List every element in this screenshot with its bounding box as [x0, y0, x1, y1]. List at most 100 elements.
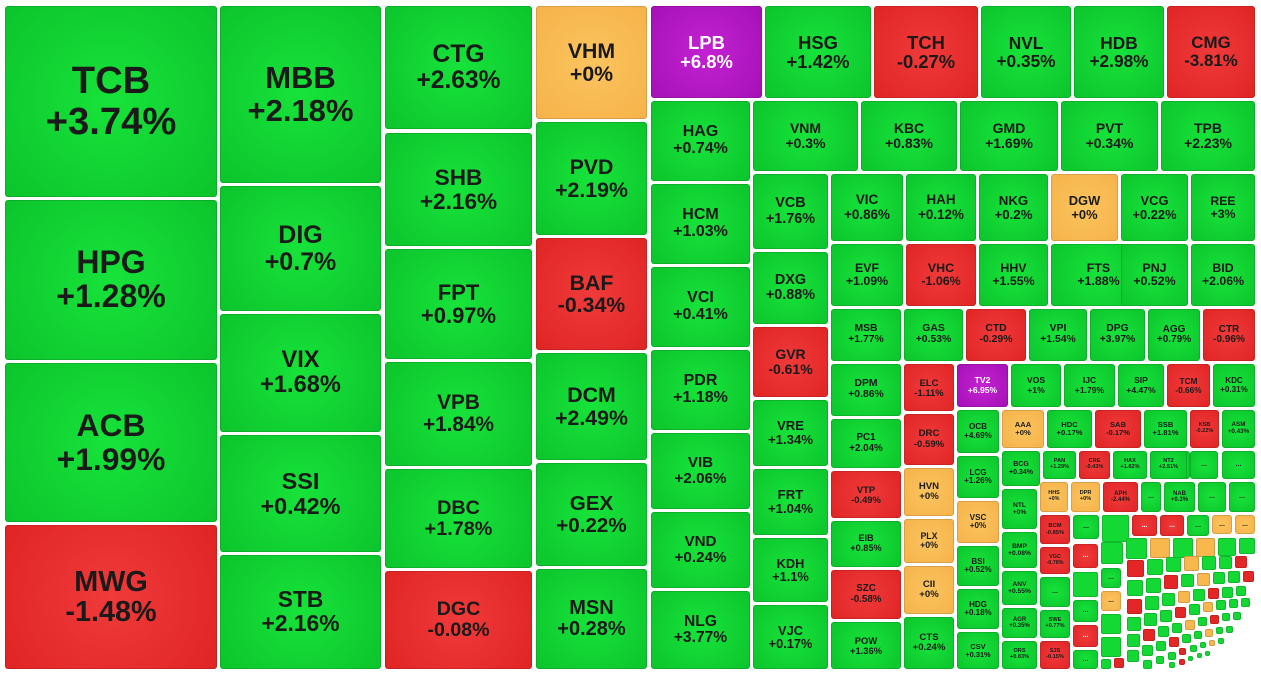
stock-tile-ctr[interactable]: CTR -0.96% — [1203, 309, 1255, 361]
stock-tile-frt[interactable]: FRT +1.04% — [753, 469, 828, 535]
stock-tile-gex[interactable]: GEX +0.22% — [536, 463, 647, 566]
stock-tile-plx[interactable]: PLX +0% — [904, 519, 954, 563]
heatmap-mini-tile[interactable] — [1101, 659, 1111, 669]
heatmap-mini-tile[interactable] — [1145, 596, 1159, 610]
heatmap-mini-tile[interactable] — [1073, 572, 1098, 597]
heatmap-mini-tile[interactable] — [1228, 571, 1240, 583]
heatmap-mini-tile[interactable] — [1169, 662, 1175, 668]
stock-tile-elc[interactable]: ELC -1.11% — [904, 364, 954, 411]
heatmap-mini-tile[interactable] — [1156, 656, 1164, 664]
stock-tile-csv[interactable]: CSV +0.31% — [957, 632, 999, 669]
stock-tile-tv2[interactable]: TV2 +6.95% — [957, 364, 1008, 407]
stock-tile-vpi[interactable]: VPI +1.54% — [1029, 309, 1087, 361]
heatmap-mini-tile[interactable] — [1127, 580, 1143, 596]
heatmap-mini-tile[interactable] — [1169, 637, 1179, 647]
stock-tile-nab[interactable]: NAB +0.3% — [1164, 482, 1195, 512]
heatmap-mini-tile[interactable] — [1203, 602, 1213, 612]
stock-tile-tcb[interactable]: TCB +3.74% — [5, 6, 217, 197]
heatmap-mini-tile[interactable] — [1147, 559, 1163, 575]
stock-tile-aph[interactable]: APH -2.44% — [1103, 482, 1138, 512]
stock-tile-ors[interactable]: ORS +0.83% — [1002, 641, 1037, 669]
stock-tile-mbb[interactable]: MBB +2.18% — [220, 6, 381, 183]
stock-tile-msn[interactable]: MSN +0.28% — [536, 569, 647, 669]
stock-tile-ijc[interactable]: IJC +1.79% — [1064, 364, 1115, 407]
heatmap-mini-tile[interactable] — [1127, 617, 1141, 631]
heatmap-mini-tile[interactable] — [1160, 610, 1172, 622]
stock-tile-sip[interactable]: SIP +4.47% — [1118, 364, 1164, 407]
heatmap-mini-tile[interactable] — [1194, 631, 1202, 639]
heatmap-mini-tile[interactable] — [1222, 613, 1230, 621]
heatmap-mini-tile[interactable] — [1197, 573, 1210, 586]
heatmap-mini-tile[interactable] — [1210, 615, 1219, 624]
stock-tile-hah[interactable]: HAH +0.12% — [906, 174, 976, 241]
heatmap-mini-tile[interactable] — [1127, 650, 1139, 662]
heatmap-mini-tile[interactable] — [1127, 560, 1144, 577]
stock-tile-hsg[interactable]: HSG +1.42% — [765, 6, 871, 98]
stock-tile-cii[interactable]: CII +0% — [904, 566, 954, 614]
heatmap-mini-tile[interactable] — [1198, 617, 1207, 626]
stock-tile-stb[interactable]: STB +2.16% — [220, 555, 381, 669]
heatmap-mini-tile[interactable] — [1101, 637, 1121, 657]
stock-tile-vos[interactable]: VOS +1% — [1011, 364, 1061, 407]
heatmap-mini-tile[interactable] — [1193, 589, 1205, 601]
heatmap-more-tile[interactable]: ... — [1101, 568, 1121, 588]
heatmap-more-tile[interactable]: ... — [1073, 544, 1098, 568]
stock-tile-gas[interactable]: GAS +0.53% — [904, 309, 963, 361]
heatmap-mini-tile[interactable] — [1126, 538, 1147, 559]
heatmap-more-tile[interactable]: ... — [1198, 482, 1226, 512]
heatmap-more-tile[interactable]: ... — [1187, 515, 1209, 536]
stock-tile-sab[interactable]: SAB -0.17% — [1095, 410, 1141, 448]
stock-tile-vhm[interactable]: VHM +0% — [536, 6, 647, 119]
stock-tile-hdb[interactable]: HDB +2.98% — [1074, 6, 1164, 98]
stock-tile-agg[interactable]: AGG +0.79% — [1148, 309, 1200, 361]
heatmap-mini-tile[interactable] — [1172, 623, 1182, 633]
heatmap-mini-tile[interactable] — [1150, 538, 1170, 558]
heatmap-mini-tile[interactable] — [1179, 648, 1186, 655]
stock-tile-vix[interactable]: VIX +1.68% — [220, 314, 381, 432]
heatmap-more-tile[interactable]: ... — [1160, 515, 1184, 536]
heatmap-mini-tile[interactable] — [1197, 653, 1202, 658]
stock-tile-acb[interactable]: ACB +1.99% — [5, 363, 217, 522]
stock-tile-ntl[interactable]: NTL +0% — [1002, 489, 1037, 529]
stock-tile-nkg[interactable]: NKG +0.2% — [979, 174, 1048, 241]
heatmap-mini-tile[interactable] — [1144, 613, 1157, 626]
stock-tile-cre[interactable]: CRE -0.43% — [1079, 451, 1110, 479]
stock-tile-mwg[interactable]: MWG -1.48% — [5, 525, 217, 669]
stock-tile-pvt[interactable]: PVT +0.34% — [1061, 101, 1158, 171]
stock-tile-lpb[interactable]: LPB +6.8% — [651, 6, 762, 98]
heatmap-more-tile[interactable]: ... — [1235, 515, 1255, 534]
stock-tile-hhv[interactable]: HHV +1.55% — [979, 244, 1048, 306]
heatmap-more-tile[interactable]: ... — [1190, 451, 1218, 479]
stock-tile-ssi[interactable]: SSI +0.42% — [220, 435, 381, 552]
stock-tile-bsi[interactable]: BSI +0.52% — [957, 546, 999, 586]
heatmap-mini-tile[interactable] — [1241, 598, 1250, 607]
stock-tile-lcg[interactable]: LCG +1.26% — [957, 456, 999, 498]
stock-tile-vgc[interactable]: VGC -0.78% — [1040, 547, 1070, 574]
stock-tile-msb[interactable]: MSB +1.77% — [831, 309, 901, 361]
stock-tile-dpm[interactable]: DPM +0.86% — [831, 364, 901, 416]
stock-tile-ocb[interactable]: OCB +4.69% — [957, 410, 999, 453]
stock-tile-tcm[interactable]: TCM -0.66% — [1167, 364, 1210, 407]
stock-tile-dbc[interactable]: DBC +1.78% — [385, 469, 532, 568]
stock-tile-hag[interactable]: HAG +0.74% — [651, 101, 750, 181]
heatmap-more-tile[interactable]: ... — [1132, 515, 1157, 536]
stock-tile-nvl[interactable]: NVL +0.35% — [981, 6, 1071, 98]
heatmap-mini-tile[interactable] — [1222, 587, 1233, 598]
heatmap-mini-tile[interactable] — [1166, 557, 1181, 572]
stock-tile-hhs[interactable]: HHS +0% — [1040, 482, 1068, 512]
heatmap-mini-tile[interactable] — [1233, 612, 1241, 620]
heatmap-mini-tile[interactable] — [1102, 515, 1129, 542]
heatmap-mini-tile[interactable] — [1188, 656, 1193, 661]
heatmap-mini-tile[interactable] — [1158, 626, 1169, 637]
stock-tile-tch[interactable]: TCH -0.27% — [874, 6, 978, 98]
stock-tile-pvd[interactable]: PVD +2.19% — [536, 122, 647, 235]
stock-tile-vre[interactable]: VRE +1.34% — [753, 400, 828, 466]
stock-tile-bid[interactable]: BID +2.06% — [1191, 244, 1255, 306]
stock-tile-tpb[interactable]: TPB +2.23% — [1161, 101, 1255, 171]
heatmap-mini-tile[interactable] — [1143, 660, 1152, 669]
stock-tile-dgw[interactable]: DGW +0% — [1051, 174, 1118, 241]
stock-tile-hpg[interactable]: HPG +1.28% — [5, 200, 217, 360]
stock-tile-anv[interactable]: ANV +0.55% — [1002, 571, 1037, 605]
stock-tile-vcb[interactable]: VCB +1.76% — [753, 174, 828, 249]
stock-tile-hax[interactable]: HAX +1.82% — [1113, 451, 1147, 479]
